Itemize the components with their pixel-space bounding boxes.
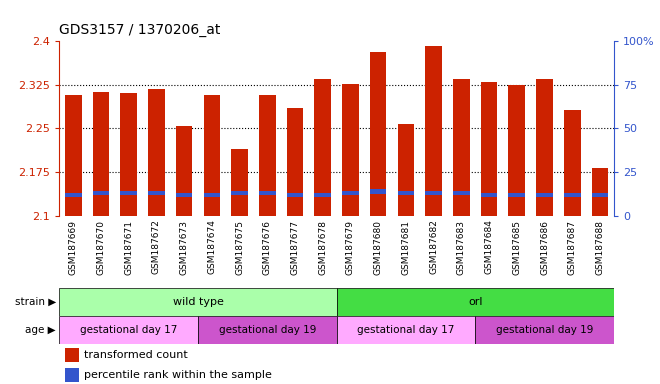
Text: GDS3157 / 1370206_at: GDS3157 / 1370206_at — [59, 23, 221, 37]
Bar — [59, 288, 337, 316]
Text: GSM187681: GSM187681 — [401, 220, 411, 275]
Bar — [286, 108, 304, 216]
Bar — [536, 193, 553, 197]
Text: GSM187670: GSM187670 — [96, 220, 106, 275]
Bar — [536, 79, 553, 216]
Bar — [286, 193, 304, 197]
Bar — [65, 348, 79, 362]
Text: GSM187686: GSM187686 — [540, 220, 549, 275]
Bar — [92, 92, 110, 216]
Bar — [342, 191, 359, 195]
Bar — [591, 193, 609, 197]
Text: GSM187682: GSM187682 — [429, 220, 438, 275]
Bar — [203, 95, 220, 216]
Text: gestational day 17: gestational day 17 — [80, 325, 178, 335]
Bar — [564, 193, 581, 197]
Bar — [314, 79, 331, 216]
Text: GSM187677: GSM187677 — [290, 220, 300, 275]
Bar — [337, 288, 614, 316]
Text: gestational day 17: gestational day 17 — [357, 325, 455, 335]
Text: GSM187676: GSM187676 — [263, 220, 272, 275]
Bar — [508, 193, 525, 197]
Bar — [176, 126, 193, 216]
Bar — [337, 316, 475, 344]
Bar — [314, 193, 331, 197]
Text: GSM187683: GSM187683 — [457, 220, 466, 275]
Bar — [65, 95, 82, 216]
Bar — [342, 84, 359, 216]
Bar — [59, 316, 198, 344]
Bar — [176, 193, 193, 197]
Bar — [475, 316, 614, 344]
Text: GSM187673: GSM187673 — [180, 220, 189, 275]
Text: GSM187672: GSM187672 — [152, 220, 161, 275]
Bar — [397, 191, 414, 195]
Bar — [397, 124, 414, 216]
Bar — [425, 191, 442, 195]
Bar — [120, 93, 137, 216]
Text: GSM187679: GSM187679 — [346, 220, 355, 275]
Text: GSM187678: GSM187678 — [318, 220, 327, 275]
Text: strain ▶: strain ▶ — [15, 297, 56, 307]
Bar — [92, 191, 110, 195]
Bar — [480, 82, 498, 216]
Text: GSM187674: GSM187674 — [207, 220, 216, 275]
Bar — [370, 52, 387, 216]
Bar — [259, 95, 276, 216]
Bar — [148, 191, 165, 195]
Text: GSM187688: GSM187688 — [595, 220, 605, 275]
Bar — [148, 89, 165, 216]
Text: gestational day 19: gestational day 19 — [496, 325, 593, 335]
Text: GSM187684: GSM187684 — [484, 220, 494, 275]
Text: GSM187671: GSM187671 — [124, 220, 133, 275]
Bar — [231, 149, 248, 216]
Bar — [564, 110, 581, 216]
Text: GSM187685: GSM187685 — [512, 220, 521, 275]
Bar — [591, 168, 609, 216]
Text: wild type: wild type — [172, 297, 224, 307]
Bar — [453, 191, 470, 195]
Text: GSM187680: GSM187680 — [374, 220, 383, 275]
Bar — [508, 85, 525, 216]
Text: gestational day 19: gestational day 19 — [218, 325, 316, 335]
Text: GSM187675: GSM187675 — [235, 220, 244, 275]
Bar — [65, 368, 79, 382]
Bar — [425, 46, 442, 216]
Bar — [198, 316, 337, 344]
Bar — [259, 191, 276, 195]
Bar — [370, 189, 387, 194]
Bar — [480, 193, 498, 197]
Bar — [120, 191, 137, 195]
Bar — [203, 193, 220, 197]
Text: GSM187669: GSM187669 — [69, 220, 78, 275]
Bar — [231, 191, 248, 195]
Text: orl: orl — [468, 297, 482, 307]
Text: transformed count: transformed count — [84, 350, 188, 360]
Bar — [65, 193, 82, 197]
Bar — [453, 79, 470, 216]
Text: percentile rank within the sample: percentile rank within the sample — [84, 370, 272, 380]
Text: age ▶: age ▶ — [26, 325, 56, 335]
Text: GSM187687: GSM187687 — [568, 220, 577, 275]
